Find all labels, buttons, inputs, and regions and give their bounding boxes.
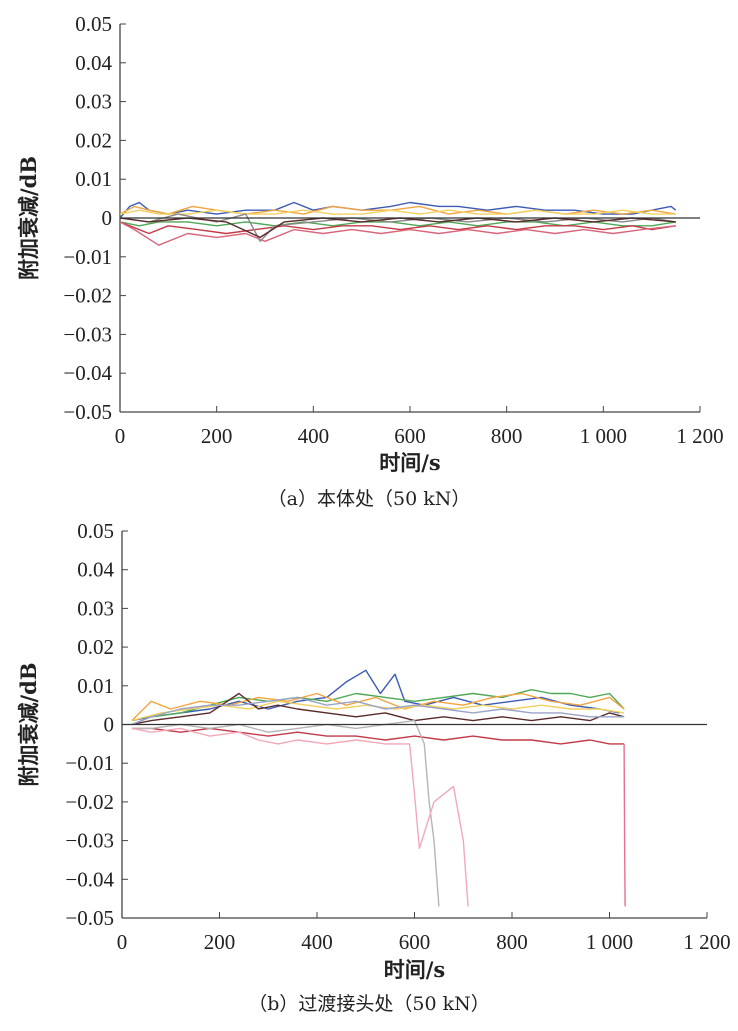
y-tick-label: 0.02 — [77, 635, 114, 659]
series-line-7 — [131, 719, 440, 907]
y-tick-label: −0.02 — [63, 284, 112, 308]
y-tick-label: 0.04 — [75, 51, 112, 75]
y-tick-label: 0.03 — [75, 90, 112, 114]
series-line-5 — [131, 692, 625, 726]
y-axis-label: 附加衰减/dB — [16, 156, 41, 280]
x-tick-label: 1 000 — [580, 424, 627, 448]
x-tick-label: 600 — [399, 930, 431, 954]
x-tick-label: 400 — [301, 930, 333, 954]
y-tick-label: −0.05 — [63, 400, 112, 424]
y-tick-label: −0.05 — [65, 906, 114, 930]
series-line-1 — [119, 205, 676, 215]
x-tick-label: 1 200 — [676, 424, 723, 448]
series-line-9 — [623, 743, 626, 907]
series-line-6 — [131, 696, 625, 726]
y-tick-label: −0.03 — [63, 322, 112, 346]
y-tick-label: −0.01 — [65, 751, 114, 775]
y-tick-label: −0.04 — [63, 361, 112, 385]
series-line-5 — [119, 221, 676, 246]
x-tick-label: 200 — [201, 424, 233, 448]
series-line-4 — [119, 221, 676, 235]
y-tick-label: −0.01 — [63, 245, 112, 269]
y-tick-label: 0.01 — [75, 167, 112, 191]
figure-caption: （b）过渡接头处（50 kN） — [248, 993, 490, 1015]
x-tick-label: 0 — [115, 424, 126, 448]
x-tick-label: 0 — [117, 930, 128, 954]
y-tick-label: 0 — [102, 206, 113, 230]
x-tick-label: 800 — [491, 424, 523, 448]
y-tick-label: −0.02 — [65, 790, 114, 814]
x-axis-label: 时间/s — [384, 957, 446, 982]
series-line-4 — [131, 727, 625, 745]
series-line-2 — [131, 692, 625, 722]
x-tick-label: 800 — [496, 930, 528, 954]
x-axis-label: 时间/s — [379, 450, 441, 475]
y-tick-label: 0.04 — [77, 558, 114, 582]
y-tick-label: −0.03 — [65, 829, 114, 853]
figure-caption: （a）本体处（50 kN） — [268, 488, 471, 510]
y-axis-label: 附加衰减/dB — [16, 662, 41, 786]
x-tick-label: 1 000 — [586, 930, 633, 954]
x-tick-label: 400 — [298, 424, 330, 448]
y-tick-label: 0.01 — [77, 674, 114, 698]
y-tick-label: 0.05 — [75, 12, 112, 36]
y-tick-label: −0.04 — [65, 867, 114, 891]
y-tick-label: 0.02 — [75, 128, 112, 152]
y-tick-label: 0.03 — [77, 596, 114, 620]
series-line-7 — [119, 217, 676, 239]
y-tick-label: 0.05 — [77, 519, 114, 543]
x-tick-label: 1 200 — [683, 930, 730, 954]
series-line-3 — [119, 221, 676, 227]
series-line-2 — [119, 209, 676, 215]
series-line-8 — [131, 727, 469, 907]
chart-transition-joint: 0.05 0.04 0.03 0.02 0.01 0 −0.01 −0.02 −0.03 −0.0… — [16, 519, 731, 1015]
x-tick-label: 200 — [204, 930, 236, 954]
y-tick-label: 0 — [104, 713, 115, 737]
chart-body: 0.05 0.04 0.03 0.02 0.01 0 −0.01 −0.02 −0.03 −0.0… — [16, 12, 724, 510]
x-tick-label: 600 — [394, 424, 426, 448]
